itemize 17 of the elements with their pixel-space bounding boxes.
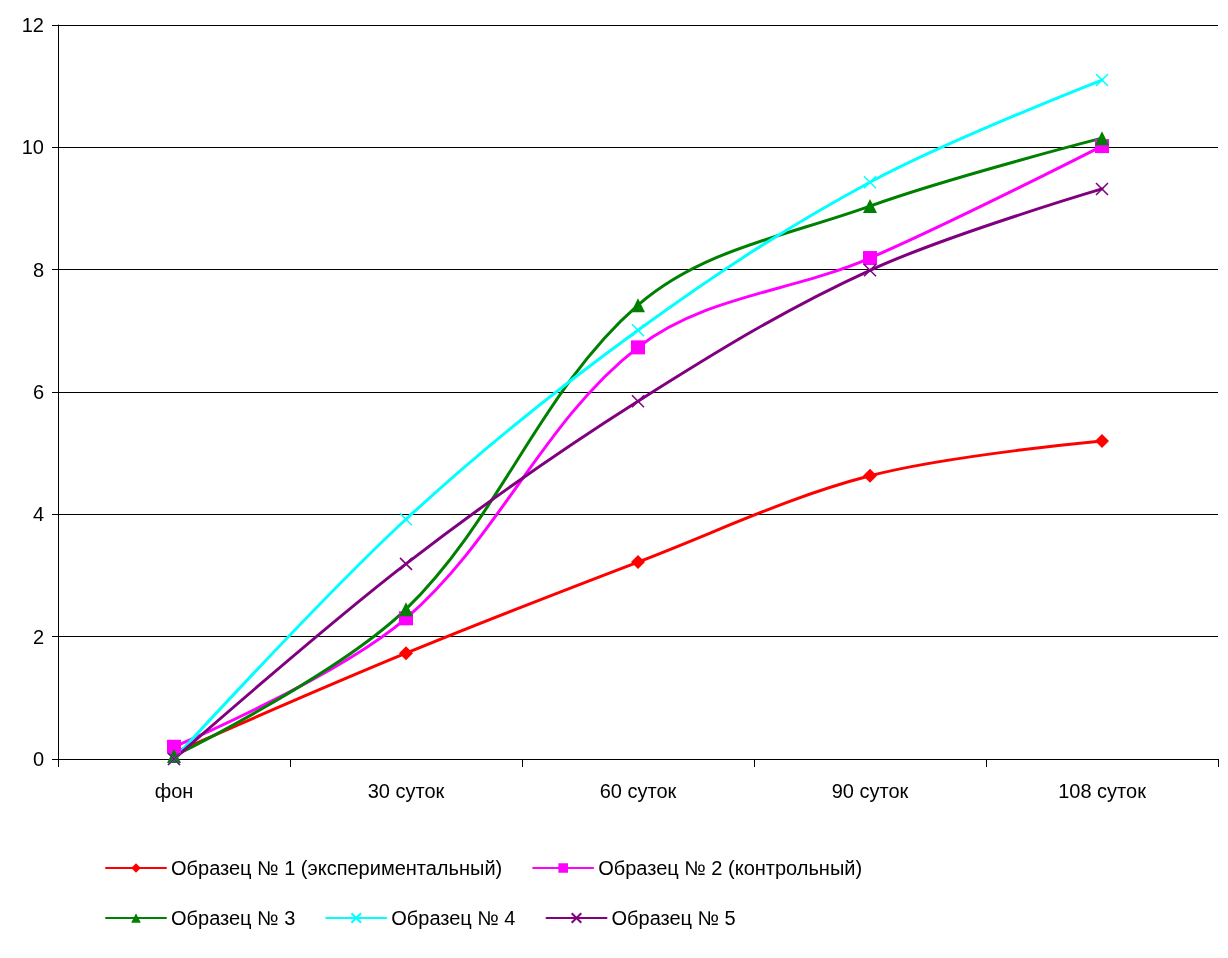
y-tick-label: 2 <box>32 625 44 648</box>
legend-label: Образец № 5 <box>611 907 736 929</box>
x-tick-label: фон <box>154 780 194 802</box>
legend-label: Образец № 2 (контрольный) <box>598 857 863 879</box>
x-tick-label: 60 суток <box>599 780 677 802</box>
y-tick-label: 10 <box>21 136 44 159</box>
y-tick-label: 8 <box>32 258 44 281</box>
legend-label: Образец № 4 <box>391 907 516 929</box>
legend-label: Образец № 1 (экспериментальный) <box>171 857 503 879</box>
y-tick-label: 12 <box>21 14 44 36</box>
x-tick-label: 90 суток <box>831 780 909 802</box>
x-tick-label: 30 суток <box>367 780 445 802</box>
y-tick-label: 6 <box>32 381 44 403</box>
legend-label: Образец № 3 <box>171 907 296 929</box>
y-tick-label: 0 <box>32 748 44 770</box>
y-tick-label: 4 <box>32 503 44 526</box>
x-tick-label: 108 суток <box>1058 780 1147 802</box>
